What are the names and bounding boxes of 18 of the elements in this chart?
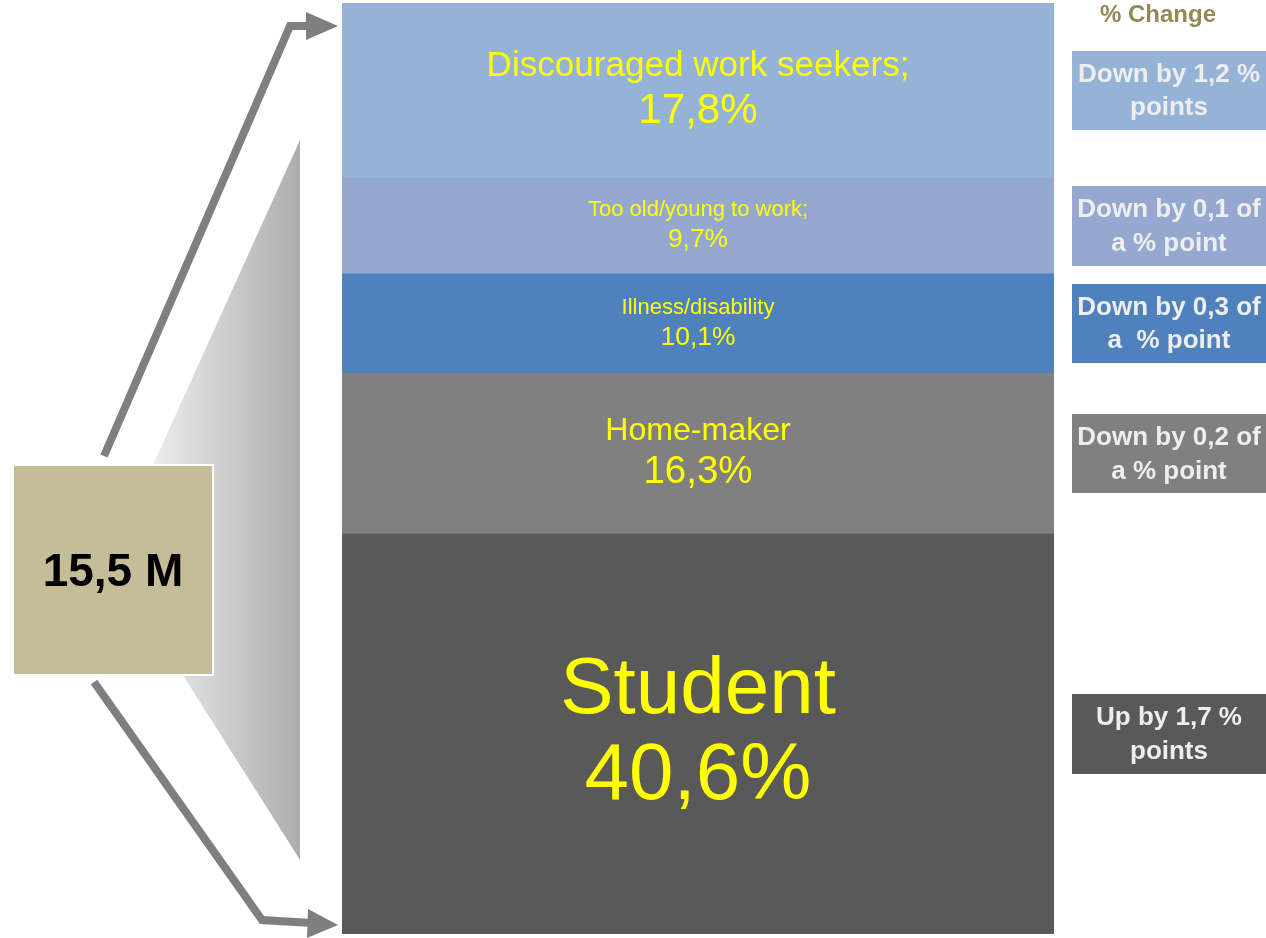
text: Down by 1,2 % points — [1072, 50, 1266, 131]
bar — [342, 273, 1054, 374]
text: Down by 0,3 of a % point — [1072, 283, 1266, 364]
text: 15,5 M — [12, 464, 214, 676]
data-label: 16,3% — [643, 448, 753, 492]
series-label: Illness/disability — [621, 293, 775, 319]
data-label: 10,1% — [660, 320, 736, 351]
data-label: 17,8% — [638, 84, 758, 132]
text: Up by 1,7 % points — [1072, 694, 1266, 774]
series-label: Discouraged work seekers; — [486, 44, 910, 84]
text: Down by 0,2 of a % point — [1072, 413, 1266, 494]
legend-title: % Change — [1100, 0, 1217, 28]
bar — [342, 533, 1054, 934]
series-label: Too old/young to work; — [587, 196, 809, 222]
data-label: 9,7% — [667, 223, 729, 254]
series-label: Home-maker — [605, 411, 792, 448]
bar — [342, 373, 1054, 535]
text: Down by 0,1 of a % point — [1072, 186, 1266, 266]
